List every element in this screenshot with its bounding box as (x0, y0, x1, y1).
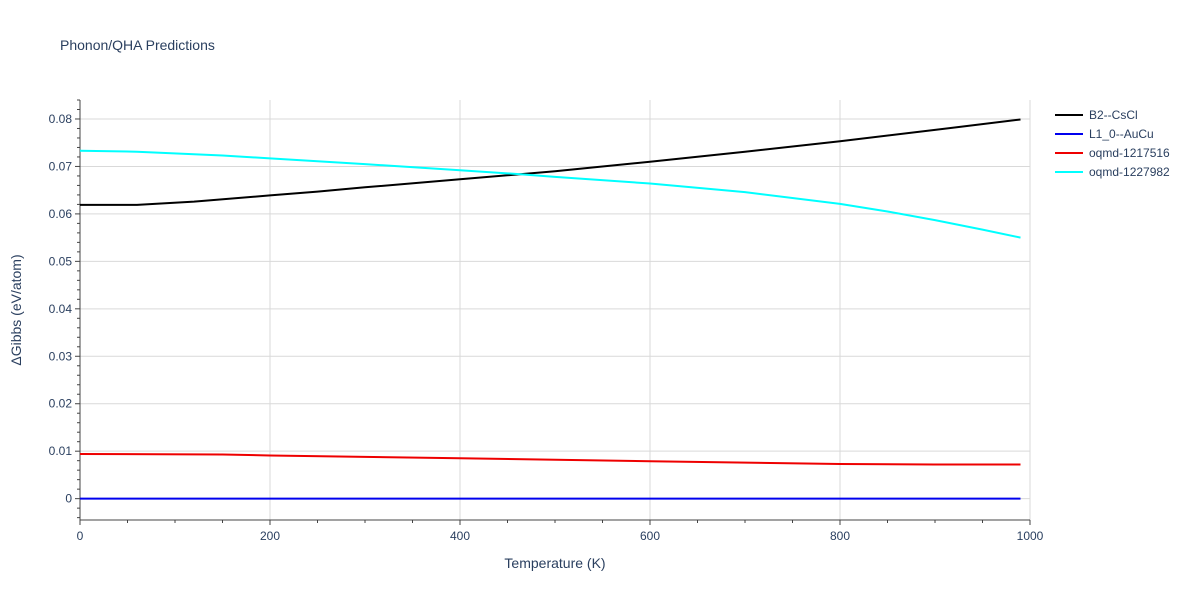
x-axis-label: Temperature (K) (504, 555, 605, 571)
y-tick-label: 0.04 (49, 302, 73, 316)
y-tick-label: 0.07 (49, 159, 73, 173)
y-tick-label: 0.03 (49, 349, 73, 363)
axes (75, 99, 1031, 525)
chart-title: Phonon/QHA Predictions (60, 37, 215, 53)
legend[interactable]: B2--CsCl L1_0--AuCu oqmd-1217516 oqmd-12279… (1055, 108, 1170, 179)
legend-item[interactable]: B2--CsCl (1055, 108, 1138, 122)
y-tick-label: 0.08 (49, 112, 73, 126)
x-tick-label: 1000 (1017, 529, 1044, 543)
x-tick-label: 600 (640, 529, 660, 543)
legend-item[interactable]: oqmd-1227982 (1055, 165, 1170, 179)
x-tick-label: 200 (260, 529, 280, 543)
y-tick-label: 0.01 (49, 444, 73, 458)
tick-labels: 0 0.01 0.02 0.03 0.04 0.05 0.06 0.07 0.08 0 200 400… (49, 112, 1044, 543)
legend-item[interactable]: oqmd-1217516 (1055, 146, 1170, 160)
x-tick-label: 0 (77, 529, 84, 543)
series-line-oqmd-1217516 (79, 453, 1021, 466)
x-tick-label: 800 (830, 529, 850, 543)
legend-label: B2--CsCl (1089, 108, 1138, 122)
series-line-b2-cscl (80, 118, 1021, 206)
grid-lines (80, 100, 1031, 520)
series-lines (79, 118, 1021, 500)
y-tick-label: 0.02 (49, 397, 73, 411)
y-tick-label: 0.05 (49, 254, 73, 268)
y-tick-label: 0 (65, 492, 72, 506)
legend-item[interactable]: L1_0--AuCu (1055, 127, 1154, 141)
y-axis-label: ΔGibbs (eV/atom) (8, 254, 24, 365)
y-tick-label: 0.06 (49, 207, 73, 221)
legend-label: oqmd-1217516 (1089, 146, 1170, 160)
series-line-oqmd-1227982 (79, 149, 1021, 239)
legend-label: L1_0--AuCu (1089, 127, 1154, 141)
x-tick-label: 400 (450, 529, 470, 543)
legend-label: oqmd-1227982 (1089, 165, 1170, 179)
